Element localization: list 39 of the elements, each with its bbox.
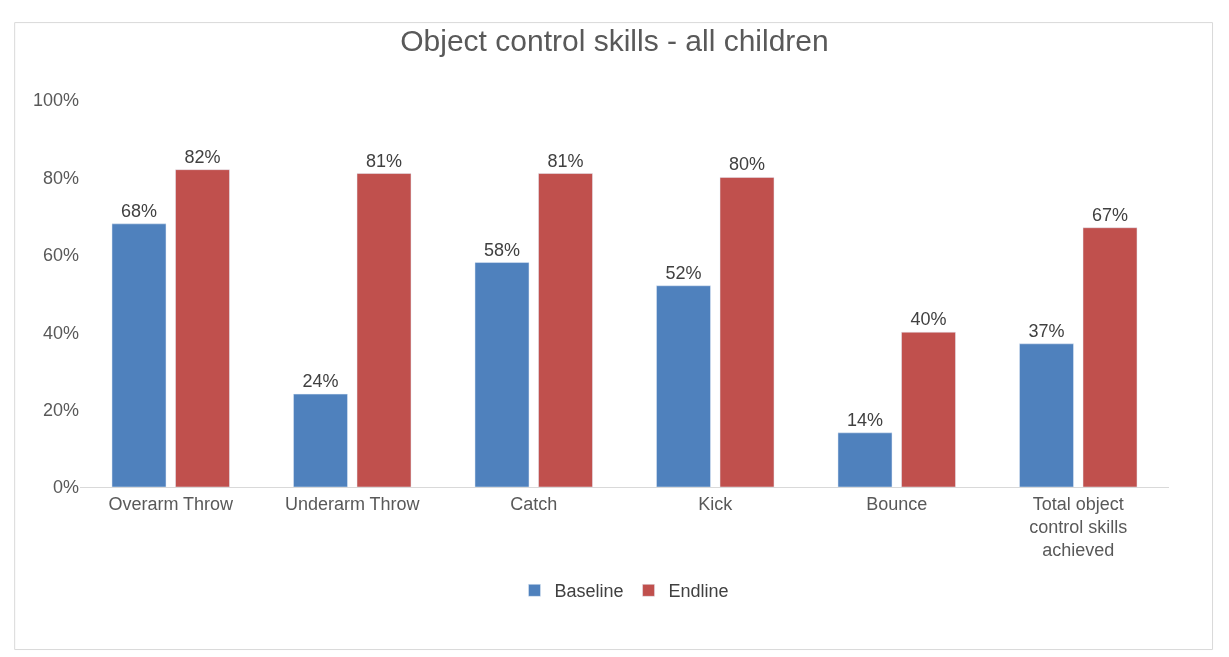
bar [656,285,711,487]
data-label: 58% [483,239,521,260]
x-tick-label: Catch [510,493,558,514]
bar [901,331,956,487]
data-label: 81% [547,150,584,171]
y-tick-label: 20% [42,399,79,420]
y-tick-label: 80% [42,167,79,188]
data-label: 67% [1091,204,1129,225]
x-tick-label: Overarm Throw [108,493,235,514]
data-label: 40% [910,309,947,330]
x-tick-label: Total object control skills achieved [1029,493,1128,561]
data-label: 52% [665,262,702,283]
y-tick-label: 0% [52,477,79,498]
y-tick-label: 60% [42,245,79,266]
legend-label: Endline [668,581,729,602]
x-tick-label: Kick [698,493,734,514]
bar [111,223,167,487]
chart-title: Object control skills - all children [400,23,829,57]
x-tick-label: Underarm Throw [284,493,421,514]
bar [837,432,893,487]
bar [1082,227,1138,487]
bar [719,177,775,487]
legend-label: Baseline [554,581,624,602]
data-label: 37% [1028,320,1065,341]
bar [1019,343,1074,487]
data-label: 82% [184,146,221,167]
bar [474,262,530,487]
bar [293,393,348,487]
y-tick-label: 100% [32,90,79,111]
data-label: 14% [846,409,884,430]
bar [175,169,230,487]
data-label: 24% [302,371,339,392]
x-tick-label: Bounce [866,493,928,514]
data-label: 81% [365,150,403,171]
y-tick-label: 40% [42,322,79,343]
data-label: 68% [120,200,158,221]
bar [356,173,412,487]
data-label: 80% [728,154,766,175]
bar [538,173,593,487]
